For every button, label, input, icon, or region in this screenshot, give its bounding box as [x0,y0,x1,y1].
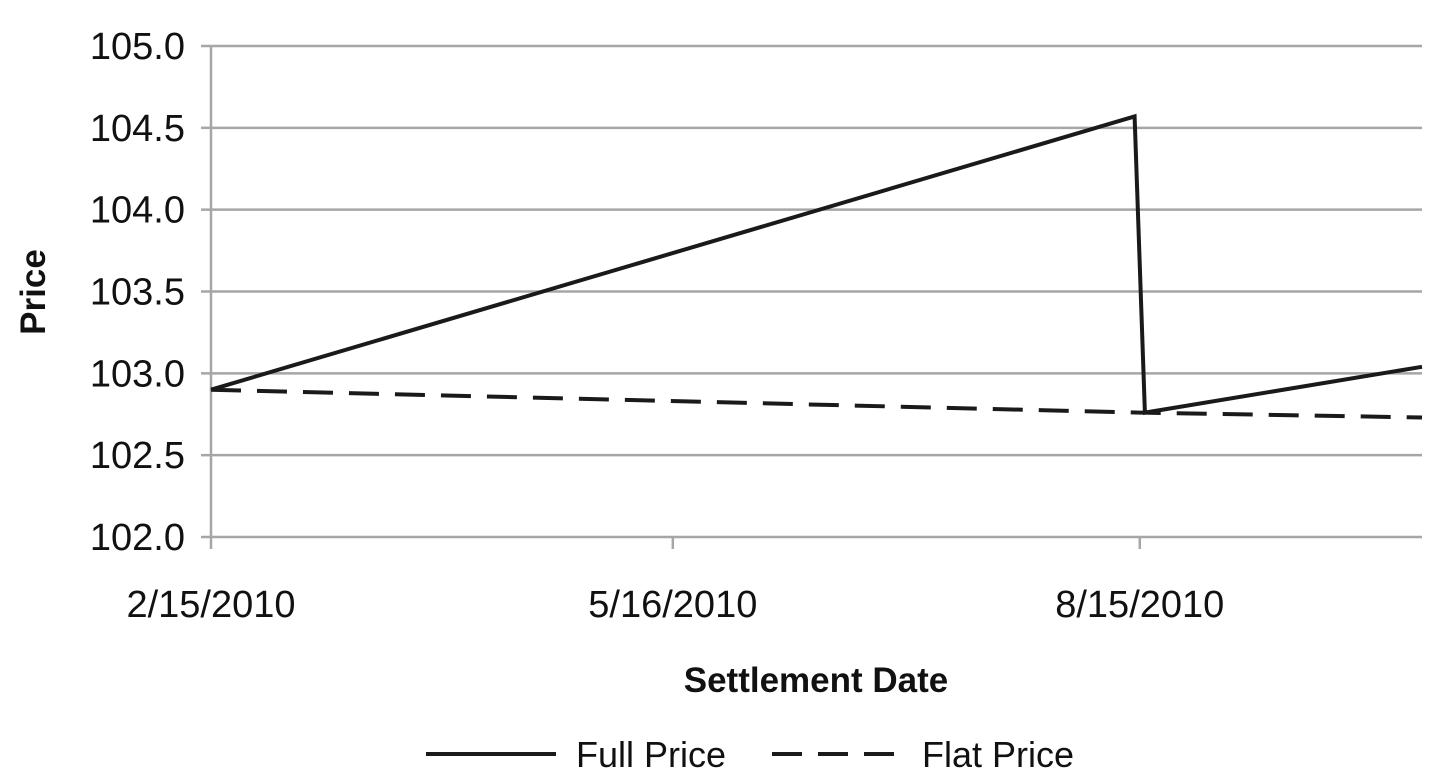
legend-label-flat-price: Flat Price [922,734,1074,775]
series-line-full-price [210,113,1423,415]
gridlines [211,44,1422,457]
y-tick-label: 103.5 [90,272,185,314]
y-tick-label: 102.0 [90,517,185,559]
y-tick-label: 105.0 [90,26,185,68]
tick-labels: 102.0 102.5 103.0 103.5 104.0 104.5 105.0 2/15/… [90,26,1224,626]
series-lines [210,113,1423,420]
y-tick-label: 104.0 [90,190,185,232]
y-tick-label: 102.5 [90,435,185,477]
y-tick-label: 104.5 [90,108,185,150]
y-axis-title: Price [14,249,53,335]
x-tick-label: 5/16/2010 [588,584,757,626]
series-line-flat-price [210,387,1423,420]
x-tick-label: 2/15/2010 [126,584,295,626]
x-tick-label: 8/15/2010 [1055,584,1224,626]
y-tick-label: 103.0 [90,353,185,395]
legend-label-full-price: Full Price [576,734,726,775]
legend: Full Price Flat Price [426,734,1074,775]
x-axis-title: Settlement Date [684,661,949,700]
axes [201,44,1422,549]
